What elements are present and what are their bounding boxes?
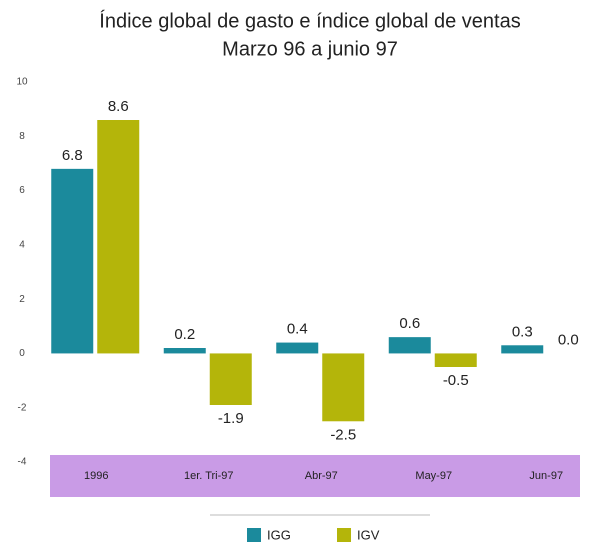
y-tick-label: -4 [18, 457, 27, 468]
x-tick-label: Jun-97 [529, 470, 563, 482]
value-label: -2.5 [330, 426, 356, 443]
category-band [50, 455, 580, 497]
x-tick-label: 1er. Tri-97 [184, 470, 234, 482]
x-tick-label: Abr-97 [305, 470, 338, 482]
legend-label: IGG [267, 527, 291, 542]
value-label: 0.4 [287, 321, 308, 338]
value-label: 0.2 [174, 326, 195, 343]
legend-swatch [247, 528, 261, 542]
bar [163, 348, 206, 354]
bar [434, 353, 477, 367]
bar [501, 345, 544, 354]
x-tick-label: May-97 [415, 470, 452, 482]
y-tick-label: 6 [19, 185, 25, 196]
bar [209, 353, 252, 405]
legend-swatch [337, 528, 351, 542]
bar [97, 120, 140, 354]
y-tick-label: 0 [19, 348, 25, 359]
value-label: -0.5 [443, 372, 469, 389]
y-tick-label: 8 [19, 131, 25, 142]
bar [322, 353, 365, 422]
x-tick-label: 1996 [84, 470, 108, 482]
value-label: -1.9 [218, 410, 244, 427]
y-tick-label: 2 [19, 294, 25, 305]
value-label: 8.6 [108, 98, 129, 115]
legend-label: IGV [357, 527, 380, 542]
value-label: 0.0 [558, 331, 579, 348]
value-label: 0.3 [512, 323, 533, 340]
bar [388, 337, 431, 354]
y-tick-label: -2 [18, 402, 27, 413]
bar [276, 342, 319, 354]
chart-title: Índice global de gasto e índice global d… [99, 9, 520, 32]
value-label: 0.6 [399, 315, 420, 332]
value-label: 6.8 [62, 147, 83, 164]
chart-subtitle: Marzo 96 a junio 97 [222, 38, 398, 60]
y-tick-label: 10 [16, 77, 28, 88]
bar [51, 168, 94, 354]
y-tick-label: 4 [19, 239, 25, 250]
